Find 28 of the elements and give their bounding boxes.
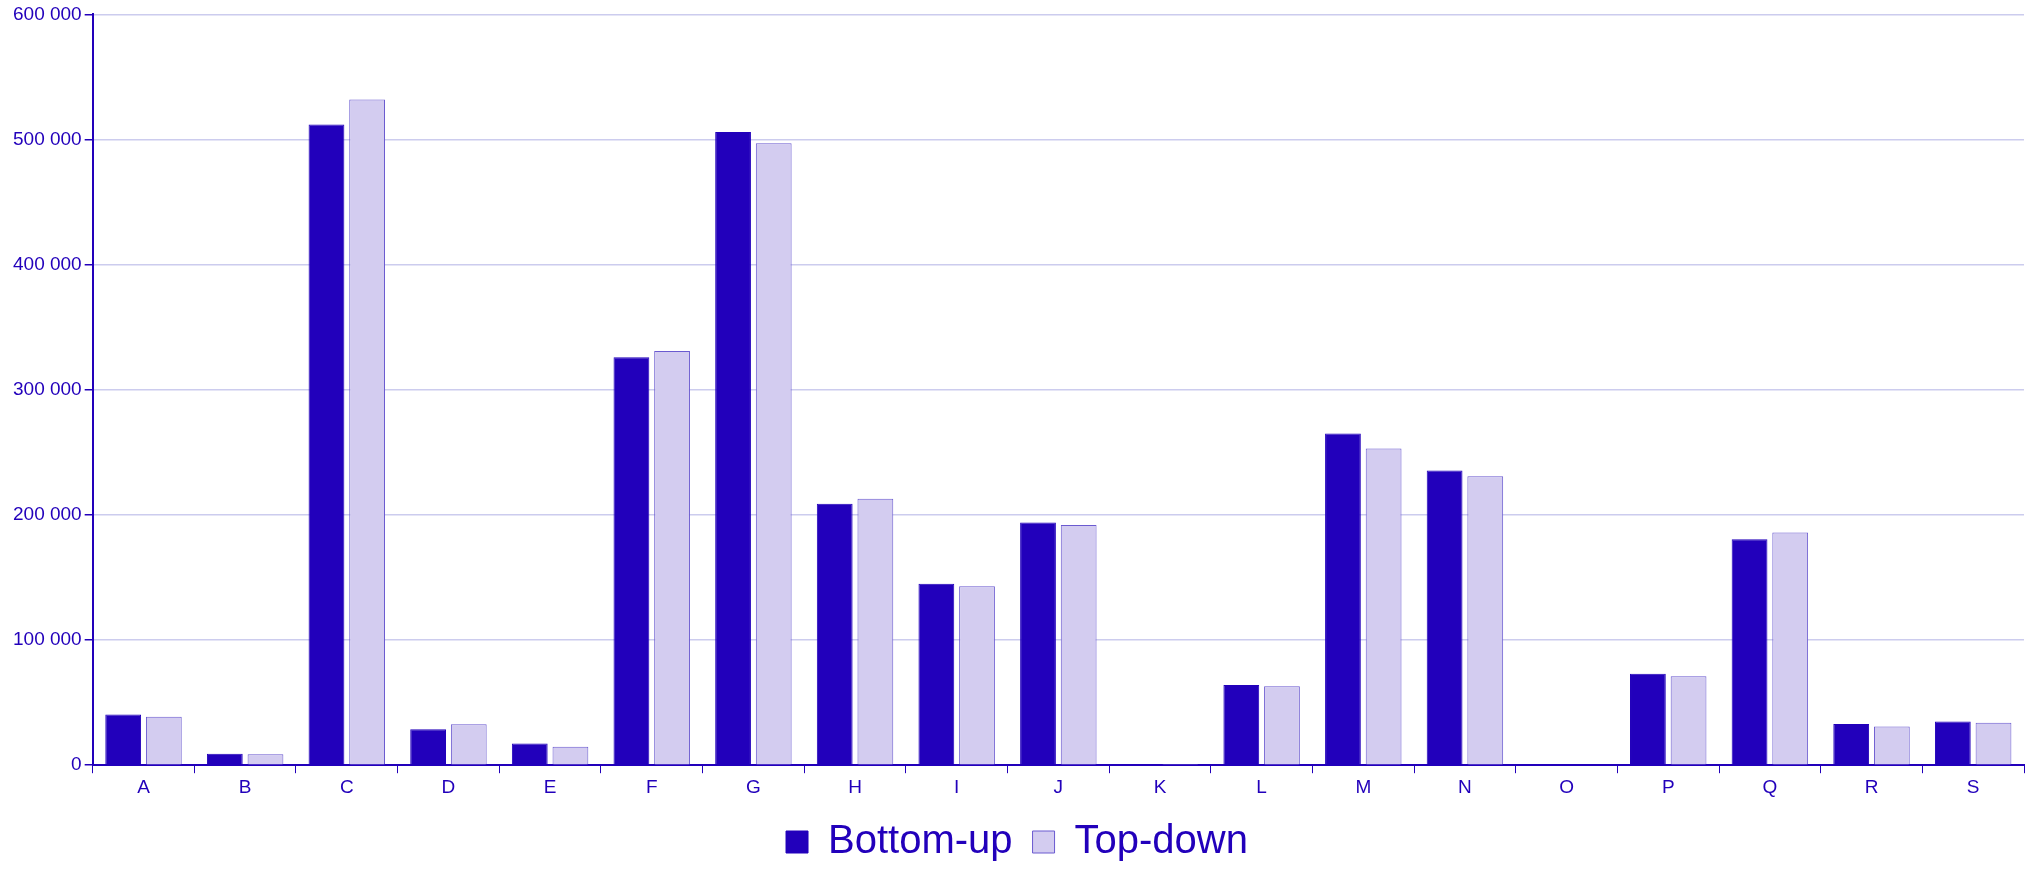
- x-tick-label: D: [441, 775, 456, 797]
- x-tick-label: A: [137, 775, 151, 797]
- x-tick-label: H: [848, 775, 862, 797]
- x-tick-label: Q: [1762, 775, 1778, 797]
- x-tick-label: L: [1256, 775, 1267, 797]
- x-tick-label: S: [1966, 775, 1980, 797]
- y-tick-label: 400 000: [12, 252, 82, 274]
- legend-label: Bottom-up: [828, 817, 1013, 862]
- legend-label: Top-down: [1074, 817, 1248, 862]
- y-tick-label: 500 000: [12, 127, 82, 149]
- x-tick-label: E: [543, 775, 557, 797]
- x-tick-label: J: [1053, 775, 1064, 797]
- x-tick-label: B: [238, 775, 252, 797]
- y-tick-label: 300 000: [12, 378, 82, 400]
- x-tick-label: N: [1458, 775, 1472, 797]
- x-tick-label: M: [1355, 775, 1372, 797]
- x-tick-label: K: [1153, 775, 1167, 797]
- x-tick-label: C: [339, 775, 354, 797]
- y-tick-label: 600 000: [12, 2, 82, 24]
- x-tick-label: P: [1661, 775, 1675, 797]
- x-tick-label: O: [1559, 775, 1574, 797]
- x-tick-label: F: [645, 775, 658, 797]
- x-tick-label: R: [1864, 775, 1879, 797]
- x-tick-label: G: [746, 775, 761, 797]
- y-tick-label: 0: [71, 753, 82, 775]
- y-tick-label: 100 000: [12, 628, 82, 650]
- y-tick-label: 200 000: [12, 503, 82, 525]
- x-tick-label: I: [954, 775, 960, 797]
